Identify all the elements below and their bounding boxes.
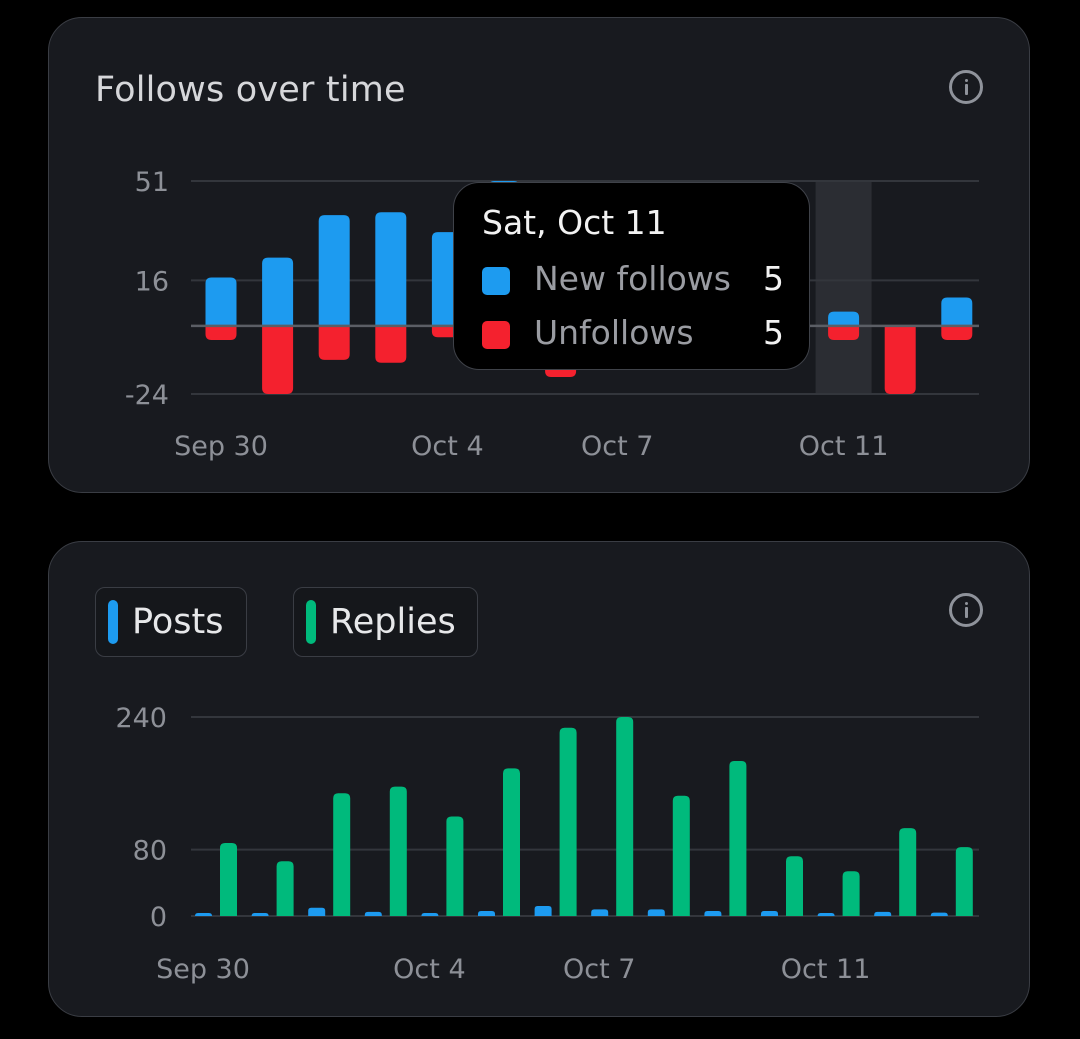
unfollows-bar: [205, 325, 237, 341]
replies-bar: [955, 847, 973, 916]
posts-bar: [364, 911, 382, 916]
posts-bar: [647, 909, 665, 916]
unfollows-bar: [318, 325, 350, 360]
legend-label: Replies: [330, 602, 456, 642]
replies-bar: [389, 786, 407, 916]
unfollows-bar: [262, 325, 294, 394]
replies-bar: [842, 871, 860, 916]
posts-bar: [534, 906, 552, 916]
follows-over-time-card: Follows over time 51 16 -24 Sep 30 Oct 4 Oct …: [48, 17, 1030, 493]
replies-bar: [559, 727, 577, 916]
unfollows-bar: [941, 325, 973, 341]
x-tick-label: Sep 30: [156, 954, 250, 985]
posts-bar: [195, 913, 212, 916]
info-circle-icon[interactable]: [949, 70, 983, 104]
posts-bar: [421, 913, 439, 916]
tooltip-label: New follows: [534, 259, 731, 298]
posts-bar: [478, 911, 495, 916]
replies-swatch: [306, 600, 316, 644]
tooltip-row-new-follows: New follows 5: [482, 259, 784, 303]
posts-bar: [591, 909, 609, 916]
new-follows-bar: [262, 257, 294, 326]
legend-posts-toggle[interactable]: Posts: [95, 587, 247, 657]
legend-replies-toggle[interactable]: Replies: [293, 587, 478, 657]
replies-bar: [220, 843, 237, 916]
posts-bar: [251, 913, 269, 916]
posts-swatch: [108, 600, 118, 644]
legend-label: Posts: [132, 602, 224, 642]
replies-bar: [276, 861, 294, 916]
x-tick-label: Oct 7: [563, 954, 635, 985]
replies-bar: [899, 828, 917, 916]
unfollows-bar: [884, 325, 916, 394]
highlight-band: [815, 181, 872, 394]
posts-bar: [761, 911, 778, 916]
posts-replies-card: Posts Replies 240 80 0 Sep 30 Oct 4 Oct 7 Oct …: [48, 541, 1030, 1017]
x-tick-label: Oct 7: [581, 431, 653, 462]
x-tick-label: Oct 4: [411, 431, 483, 462]
replies-bar: [446, 816, 464, 916]
posts-bar: [874, 911, 892, 916]
info-circle-icon[interactable]: [949, 593, 983, 627]
y-tick-label: 16: [135, 266, 169, 297]
unfollows-swatch: [482, 321, 510, 349]
tooltip-value: 5: [763, 313, 784, 352]
chart-tooltip: Sat, Oct 11 New follows 5 Unfollows 5: [453, 182, 810, 370]
replies-bar: [616, 717, 634, 916]
new-follows-bar: [375, 212, 407, 326]
replies-bar: [333, 793, 351, 916]
posts-bar: [308, 907, 326, 916]
new-follows-bar: [828, 311, 860, 326]
unfollows-bar: [828, 325, 860, 341]
posts-bar: [817, 913, 835, 916]
y-tick-label: -24: [125, 380, 169, 411]
x-tick-label: Oct 4: [393, 954, 465, 985]
y-tick-label: 240: [115, 703, 167, 734]
tooltip-value: 5: [763, 259, 784, 298]
new-follows-bar: [318, 215, 350, 326]
posts-bar: [704, 911, 722, 916]
replies-bar: [729, 760, 747, 916]
x-tick-label: Oct 11: [799, 431, 889, 462]
posts-bar: [930, 912, 948, 916]
y-tick-label: 51: [135, 167, 169, 198]
tooltip-date: Sat, Oct 11: [482, 203, 667, 242]
posts-replies-chart[interactable]: 240 80 0 Sep 30 Oct 4 Oct 7 Oct 11: [49, 542, 1029, 1012]
y-tick-label: 0: [150, 902, 167, 933]
replies-bar: [672, 795, 690, 916]
new-follows-bar: [205, 277, 237, 326]
new-follows-bar: [941, 297, 973, 326]
new-follows-swatch: [482, 267, 510, 295]
replies-bar: [786, 856, 803, 916]
y-tick-label: 80: [133, 836, 167, 867]
unfollows-bar: [375, 325, 407, 363]
replies-bar: [503, 768, 520, 916]
x-tick-label: Oct 11: [781, 954, 871, 985]
x-tick-label: Sep 30: [174, 431, 268, 462]
tooltip-row-unfollows: Unfollows 5: [482, 313, 784, 357]
tooltip-label: Unfollows: [534, 313, 694, 352]
card-title: Follows over time: [95, 70, 406, 110]
